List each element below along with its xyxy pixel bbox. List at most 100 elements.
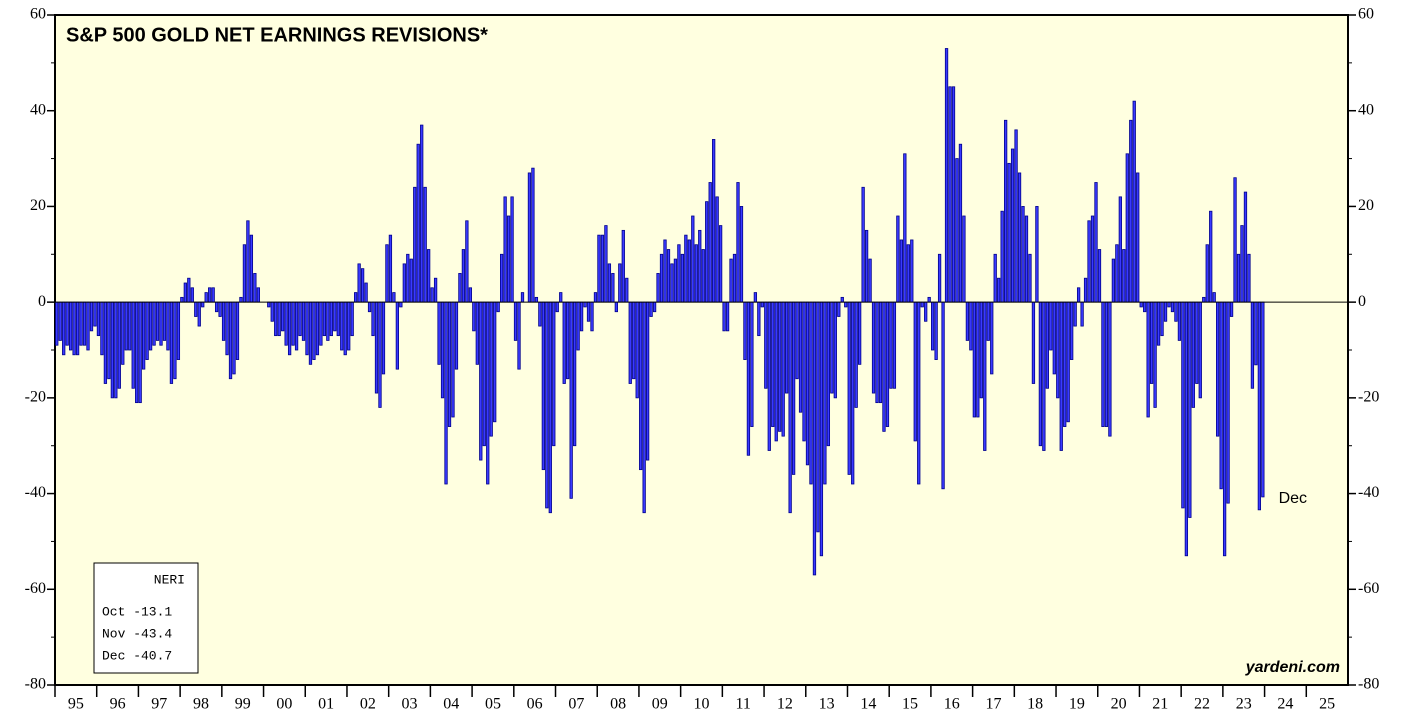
bar [764,301,768,389]
bar [190,287,194,303]
bar [162,301,167,341]
x-tick-label: 12 [777,696,793,713]
bar [1090,215,1095,303]
x-tick-label: 03 [402,696,418,713]
bar [826,301,831,447]
bar [1073,301,1077,327]
bar [614,301,618,313]
bar [1076,287,1081,303]
bar [1052,301,1056,375]
bar [468,287,472,303]
bar [809,301,813,485]
x-tick-label: 11 [736,696,751,713]
bar [204,292,208,303]
bar [607,263,612,303]
bar [680,253,685,303]
bar [628,301,632,384]
x-tick-label: 15 [902,696,918,713]
bar [781,301,785,437]
bar [315,301,320,356]
legend-title: NERI [154,572,185,587]
bar [785,301,789,394]
bar [208,287,212,303]
bar [1028,253,1032,303]
bar [287,301,292,356]
bar [583,301,587,308]
bar [1226,301,1230,504]
bar [343,301,347,356]
bar [917,301,921,485]
bar [228,301,233,380]
bar [698,229,702,303]
bar [1021,206,1025,303]
bar [597,234,601,303]
bar [837,301,841,317]
bar [1129,119,1133,303]
bar [395,301,400,370]
bar [169,301,174,384]
bar [534,296,539,303]
x-tick-label: 09 [652,696,668,713]
y2-tick-label: -80 [1358,676,1379,693]
bar [1198,301,1202,399]
bar [830,301,834,394]
bar [472,301,476,332]
bar [1222,301,1227,557]
bar [1156,301,1161,346]
bar [176,301,181,360]
bar [833,301,837,399]
bar [691,215,695,303]
bar [100,301,104,356]
bar [1261,301,1265,498]
bar [274,301,278,337]
bar [354,292,358,303]
bar [774,301,778,442]
bar [969,301,973,351]
bar [906,244,910,303]
bar [687,239,691,303]
bar [746,301,751,456]
x-tick-label: 21 [1152,696,1168,713]
bar [1080,301,1084,327]
x-tick-label: 24 [1277,696,1293,713]
bar [725,301,730,332]
bar [652,301,657,313]
bar [270,301,274,322]
bar [645,301,650,461]
bar [444,301,448,485]
bar [440,301,445,399]
y2-tick-label: -60 [1358,580,1379,597]
bar [1125,153,1129,303]
bar [500,253,504,303]
x-tick-label: 18 [1027,696,1043,713]
annotation: Dec [1279,490,1307,507]
bar [771,301,775,427]
bar [527,172,532,303]
bar [990,301,994,375]
bar [548,301,552,514]
bar [277,301,281,337]
bar [593,292,598,303]
bar [489,301,493,437]
bar [235,301,240,360]
bar [958,143,963,303]
bar [246,220,250,303]
bar [983,301,987,451]
bar [218,301,222,317]
y-tick-label: -40 [25,484,46,501]
bar [976,301,980,418]
bar [889,301,893,389]
bar [812,301,817,576]
bar [427,249,431,303]
bar [823,301,827,485]
bar [941,301,945,490]
bar [402,263,406,303]
bar [1038,301,1043,447]
bar [1139,301,1143,308]
bar [364,282,368,303]
bar [1003,119,1008,303]
chart-title: S&P 500 GOLD NET EARNINGS REVISIONS* [66,24,488,46]
y-tick-label: -20 [25,389,46,406]
bar [183,282,187,303]
bar [284,301,288,346]
